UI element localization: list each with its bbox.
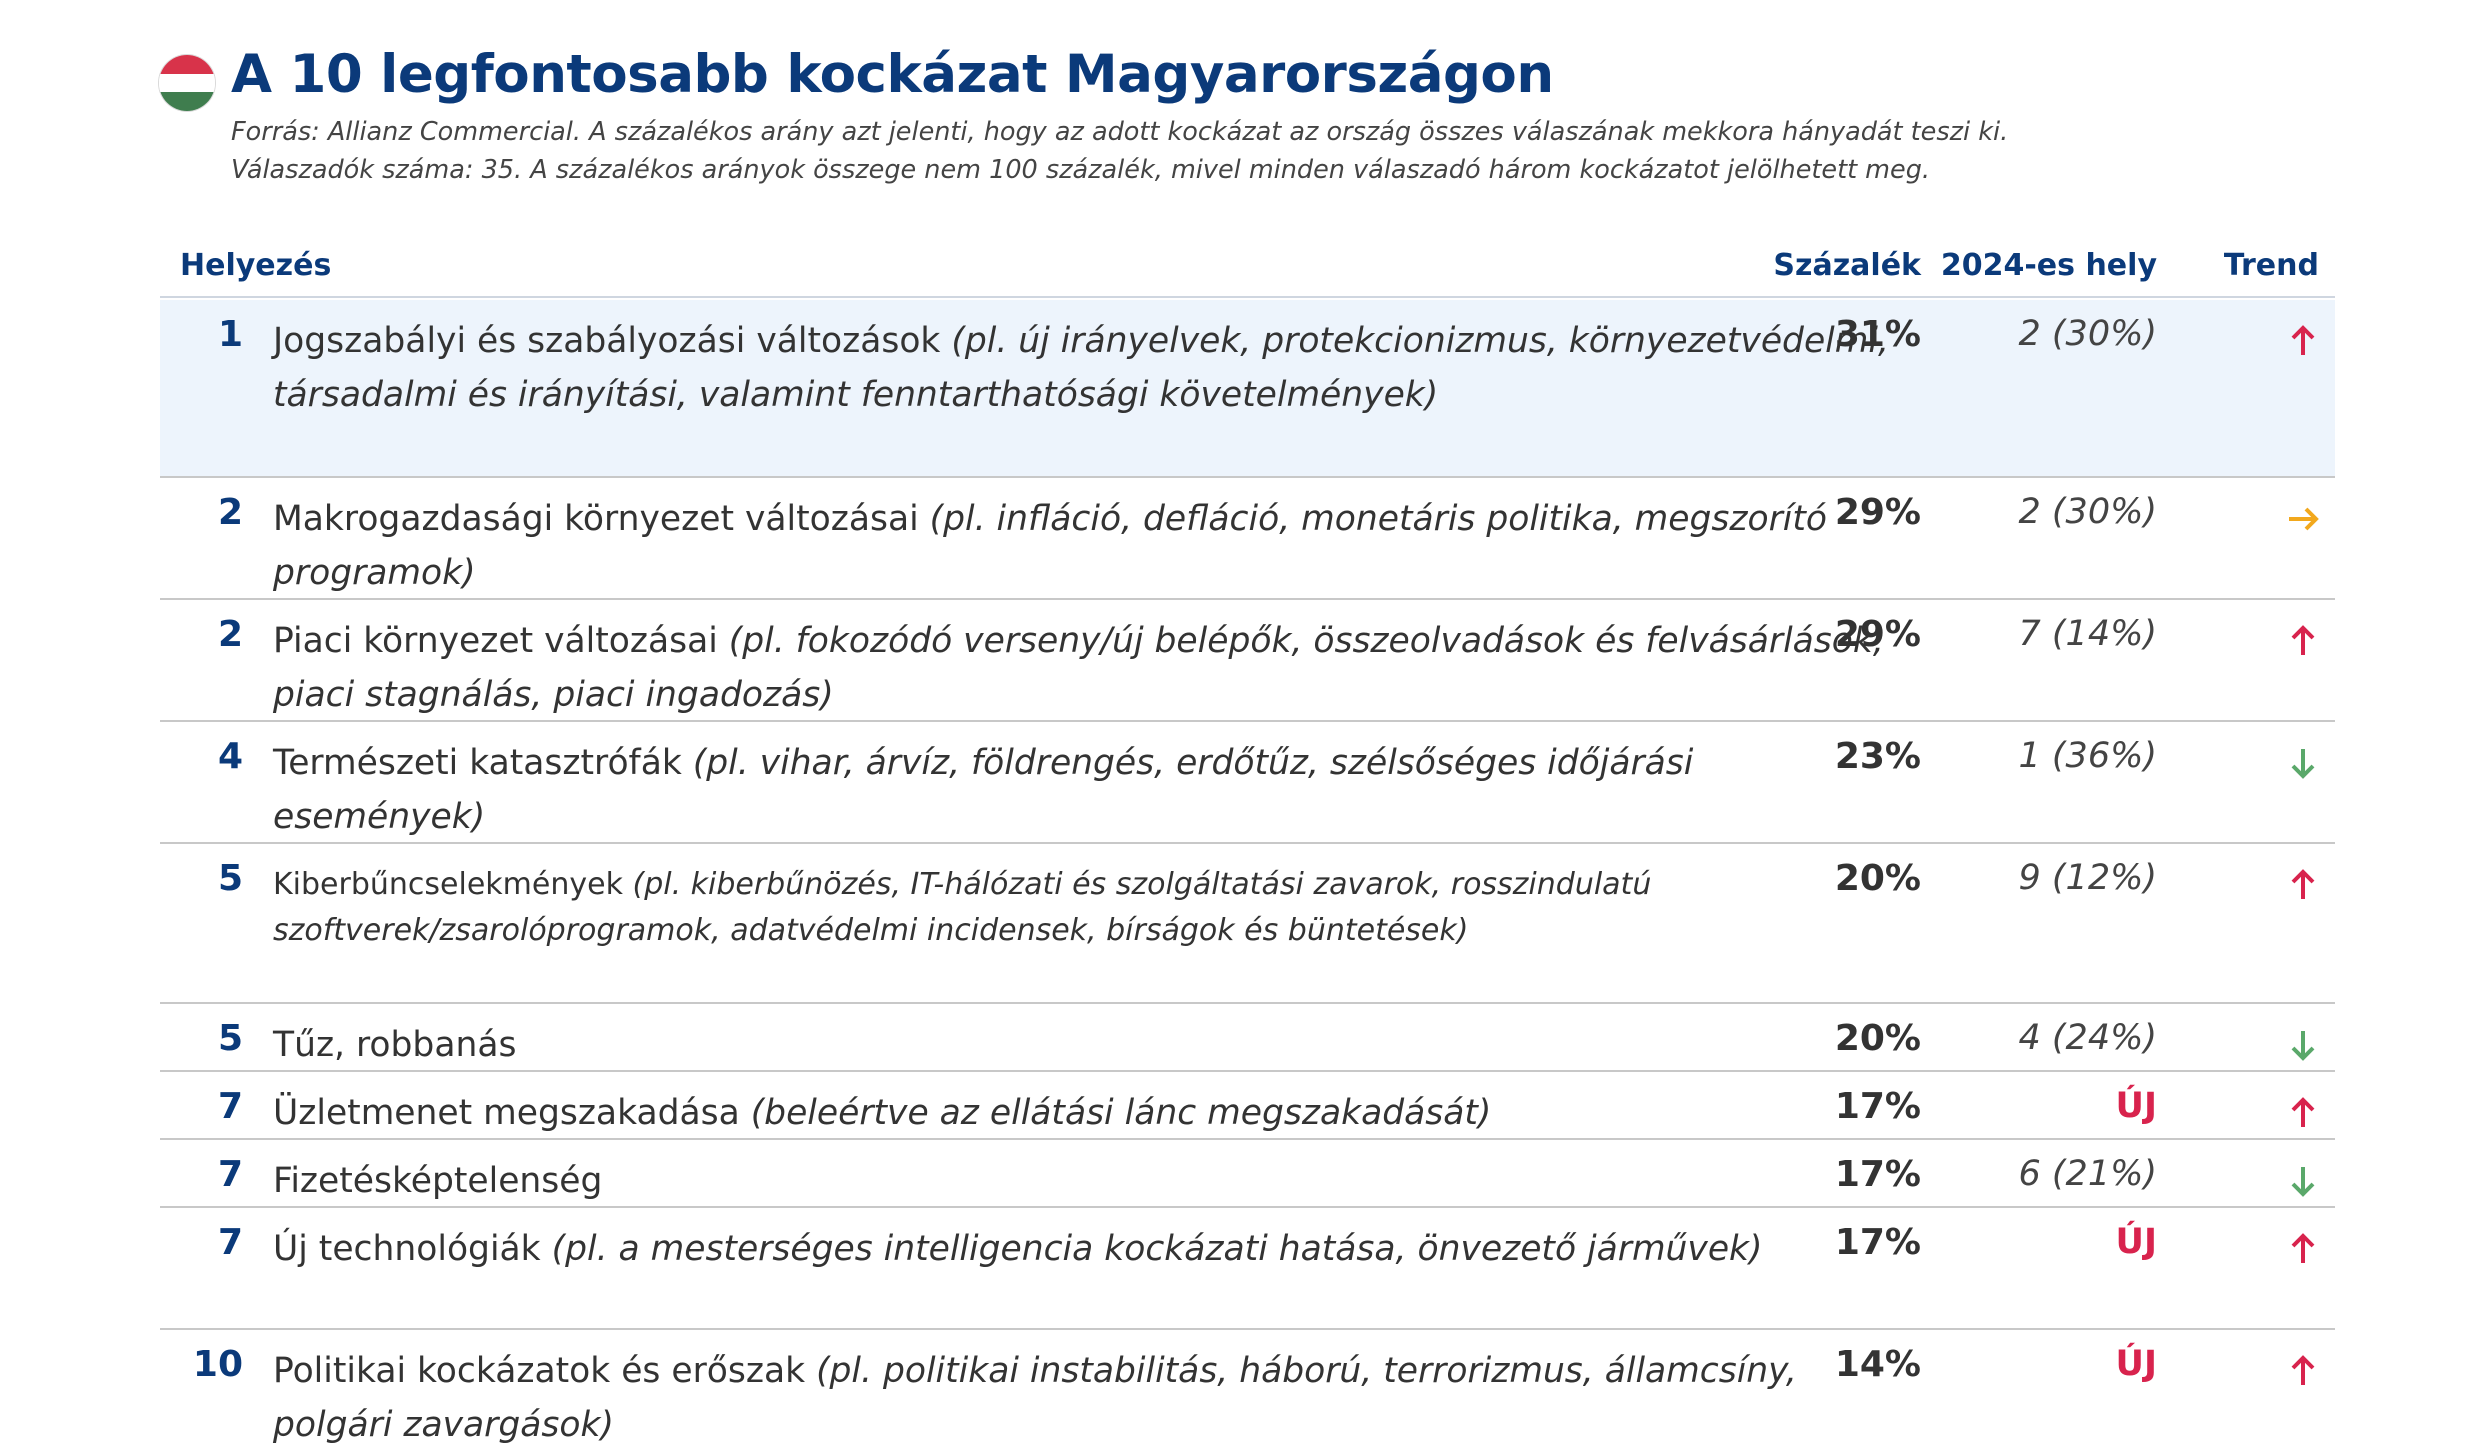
- risk-description: Üzletmenet megszakadása (beleértve az el…: [273, 1086, 1893, 1140]
- risk-example: (pl. vihar, árvíz, földrengés, erdőtűz, …: [273, 743, 1694, 837]
- up-arrow-icon: [2289, 1097, 2317, 1129]
- up-arrow-icon: [2289, 1233, 2317, 1265]
- new-badge: ÚJ: [2115, 1222, 2157, 1262]
- risk-name: Makrogazdasági környezet változásai: [273, 499, 919, 539]
- table-row: 2 Makrogazdasági környezet változásai (pl…: [160, 478, 2335, 600]
- previous-rank: 4 (24%): [2018, 1018, 2158, 1058]
- risk-example: (pl. infláció, defláció, monetáris polit…: [273, 499, 1828, 593]
- table-row: 1 Jogszabályi és szabályozási változások …: [160, 300, 2335, 478]
- risk-name: Fizetésképtelenség: [273, 1161, 603, 1201]
- percent-value: 23%: [1834, 736, 1921, 777]
- up-arrow-icon: [2289, 869, 2317, 901]
- percent-value: 17%: [1834, 1086, 1921, 1127]
- percent-value: 17%: [1834, 1154, 1921, 1195]
- risk-example: (pl. a mesterséges intelligencia kockáza…: [551, 1229, 1763, 1269]
- risk-name: Piaci környezet változásai: [273, 621, 718, 661]
- down-arrow-icon: [2289, 1029, 2317, 1061]
- source-line-1: Forrás: Allianz Commercial. A százalékos…: [231, 117, 2009, 147]
- percent-value: 20%: [1834, 858, 1921, 899]
- risk-description: Tűz, robbanás: [273, 1018, 1893, 1072]
- column-header-rank: Helyezés: [180, 248, 332, 283]
- table-row: 10 Politikai kockázatok és erőszak (pl. p…: [160, 1330, 2335, 1446]
- down-arrow-icon: [2289, 747, 2317, 779]
- table-row: 5 Tűz, robbanás 20% 4 (24%): [160, 1004, 2335, 1072]
- hungary-flag-icon: [159, 55, 215, 111]
- new-badge: ÚJ: [2115, 1344, 2157, 1384]
- percent-value: 29%: [1834, 614, 1921, 655]
- risk-example: (pl. politikai instabilitás, háború, ter…: [273, 1351, 1797, 1445]
- table-row: 2 Piaci környezet változásai (pl. fokozód…: [160, 600, 2335, 722]
- risk-name: Kiberbűncselekmények: [273, 867, 623, 902]
- previous-rank: 6 (21%): [2018, 1154, 2158, 1194]
- rank-value: 5: [217, 858, 243, 899]
- source-note: Forrás: Allianz Commercial. A százalékos…: [231, 113, 2331, 189]
- rank-value: 1: [217, 314, 243, 355]
- table-header: Helyezés Százalék 2024-es hely Trend: [160, 240, 2335, 300]
- risk-description: Politikai kockázatok és erőszak (pl. pol…: [273, 1344, 1893, 1452]
- up-arrow-icon: [2289, 325, 2317, 357]
- rank-value: 5: [217, 1018, 243, 1059]
- risk-description: Jogszabályi és szabályozási változások (…: [273, 314, 1893, 422]
- risk-description: Makrogazdasági környezet változásai (pl.…: [273, 492, 1893, 600]
- right-arrow-icon: [2287, 503, 2319, 535]
- column-header-percent: Százalék: [1773, 248, 1921, 283]
- column-header-2024: 2024-es hely: [1940, 248, 2157, 283]
- rank-value: 2: [217, 492, 243, 533]
- risk-name: Természeti katasztrófák: [273, 743, 682, 783]
- table-row: 7 Új technológiák (pl. a mesterséges inte…: [160, 1208, 2335, 1330]
- rank-value: 7: [217, 1222, 243, 1263]
- up-arrow-icon: [2289, 1355, 2317, 1387]
- new-badge: ÚJ: [2115, 1086, 2157, 1126]
- column-header-trend: Trend: [2223, 248, 2319, 283]
- table-row: 5 Kiberbűncselekmények (pl. kiberbűnözés,…: [160, 844, 2335, 1004]
- percent-value: 31%: [1834, 314, 1921, 355]
- risk-name: Politikai kockázatok és erőszak: [273, 1351, 806, 1391]
- table-row: 7 Fizetésképtelenség 17% 6 (21%): [160, 1140, 2335, 1208]
- rank-value: 7: [217, 1086, 243, 1127]
- table-row: 7 Üzletmenet megszakadása (beleértve az e…: [160, 1072, 2335, 1140]
- rank-value: 2: [217, 614, 243, 655]
- down-arrow-icon: [2289, 1165, 2317, 1197]
- rank-value: 4: [217, 736, 243, 777]
- risk-example: (beleértve az ellátási lánc megszakadásá…: [750, 1093, 1492, 1133]
- rank-value: 10: [192, 1344, 243, 1385]
- percent-value: 20%: [1834, 1018, 1921, 1059]
- risk-name: Jogszabályi és szabályozási változások: [273, 321, 941, 361]
- risk-description: Fizetésképtelenség: [273, 1154, 1893, 1208]
- risk-description: Természeti katasztrófák (pl. vihar, árví…: [273, 736, 1893, 844]
- previous-rank: 7 (14%): [2018, 614, 2158, 654]
- percent-value: 29%: [1834, 492, 1921, 533]
- page-title: A 10 legfontosabb kockázat Magyarországo…: [231, 44, 1554, 105]
- source-line-2: Válaszadók száma: 35. A százalékos arány…: [231, 155, 1930, 185]
- previous-rank: 2 (30%): [2018, 314, 2158, 354]
- risk-description: Piaci környezet változásai (pl. fokozódó…: [273, 614, 1893, 722]
- risk-example: (pl. új irányelvek, protekcionizmus, kör…: [273, 321, 1889, 415]
- previous-rank: 1 (36%): [2018, 736, 2158, 776]
- risk-example: (pl. kiberbűnözés, IT-hálózati és szolgá…: [273, 867, 1652, 948]
- rank-value: 7: [217, 1154, 243, 1195]
- up-arrow-icon: [2289, 625, 2317, 657]
- risk-description: Új technológiák (pl. a mesterséges intel…: [273, 1222, 1893, 1276]
- previous-rank: 2 (30%): [2018, 492, 2158, 532]
- header-divider: [160, 296, 2335, 298]
- risk-description: Kiberbűncselekmények (pl. kiberbűnözés, …: [273, 862, 1893, 954]
- percent-value: 14%: [1834, 1344, 1921, 1385]
- risk-name: Üzletmenet megszakadása: [273, 1093, 740, 1133]
- percent-value: 17%: [1834, 1222, 1921, 1263]
- table-row: 4 Természeti katasztrófák (pl. vihar, árv…: [160, 722, 2335, 844]
- risk-example: (pl. fokozódó verseny/új belépők, összeo…: [273, 621, 1884, 715]
- previous-rank: 9 (12%): [2018, 858, 2158, 898]
- risk-name: Tűz, robbanás: [273, 1025, 517, 1065]
- risk-name: Új technológiák: [273, 1229, 541, 1269]
